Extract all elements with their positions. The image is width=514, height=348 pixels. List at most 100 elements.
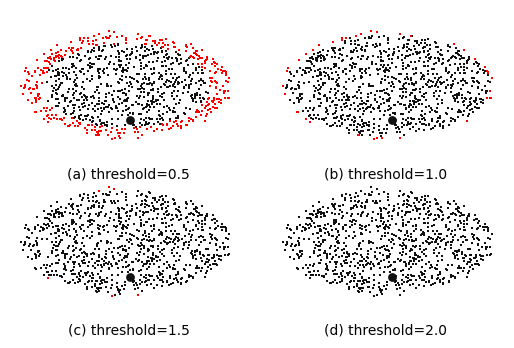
Point <box>153 258 161 264</box>
Point <box>316 223 324 229</box>
Point <box>97 209 105 215</box>
Point <box>162 234 171 240</box>
Point <box>357 128 365 134</box>
Point <box>154 86 162 92</box>
Point <box>114 223 122 229</box>
Point <box>58 274 66 279</box>
Point <box>169 239 177 245</box>
Point <box>384 248 393 254</box>
Point <box>420 271 429 277</box>
Point <box>435 250 444 255</box>
Point <box>171 200 179 206</box>
Point <box>331 206 339 212</box>
Point <box>189 96 197 102</box>
Point <box>43 79 51 85</box>
Point <box>359 278 367 283</box>
Point <box>345 130 354 135</box>
Point <box>400 201 408 207</box>
Point <box>398 243 406 248</box>
Point <box>162 193 170 198</box>
Point <box>357 204 365 209</box>
Point <box>80 86 88 92</box>
Point <box>164 46 172 52</box>
Point <box>320 93 328 99</box>
Point <box>310 248 318 254</box>
Point <box>324 65 333 70</box>
Point <box>179 242 188 247</box>
Point <box>423 81 431 87</box>
Point <box>320 69 328 75</box>
Point <box>332 61 340 66</box>
Point <box>346 49 355 55</box>
Point <box>164 213 172 218</box>
Point <box>182 71 190 76</box>
Point <box>405 121 413 127</box>
Point <box>454 256 462 261</box>
Point <box>334 238 342 244</box>
Point <box>385 209 393 215</box>
Point <box>425 240 433 246</box>
Point <box>101 213 109 219</box>
Point <box>409 281 417 286</box>
Point <box>438 97 446 102</box>
Point <box>88 272 97 278</box>
Point <box>384 107 392 113</box>
Point <box>363 43 371 48</box>
Point <box>206 225 214 231</box>
Point <box>78 101 86 107</box>
Point <box>198 68 206 73</box>
Point <box>120 91 128 96</box>
Point <box>141 45 150 50</box>
Point <box>22 65 30 71</box>
Point <box>325 74 333 80</box>
Point <box>199 253 208 259</box>
Point <box>413 195 421 200</box>
Point <box>331 120 339 126</box>
Point <box>144 255 152 260</box>
Point <box>286 86 295 92</box>
Point <box>128 121 137 127</box>
Point <box>454 48 463 53</box>
Point <box>181 111 189 117</box>
Point <box>473 220 482 226</box>
Point <box>468 84 476 89</box>
Point <box>295 99 303 104</box>
Point <box>184 63 192 68</box>
Point <box>92 211 100 217</box>
Point <box>123 254 131 260</box>
Point <box>102 261 110 266</box>
Point <box>396 129 404 134</box>
Point <box>198 64 206 70</box>
Point <box>133 94 141 99</box>
Point <box>471 261 479 267</box>
Point <box>427 55 435 60</box>
Point <box>115 133 123 139</box>
Point <box>406 238 414 243</box>
Point <box>48 248 56 254</box>
Point <box>462 237 470 243</box>
Point <box>134 292 142 298</box>
Point <box>394 201 402 207</box>
Point <box>412 243 420 249</box>
Point <box>79 118 87 123</box>
Point <box>324 229 332 235</box>
Point <box>129 268 137 273</box>
Point <box>309 213 317 218</box>
Point <box>457 243 465 248</box>
Point <box>406 101 414 107</box>
Point <box>39 71 47 76</box>
Point <box>484 228 492 234</box>
Point <box>84 112 93 118</box>
Point <box>72 72 80 78</box>
Point <box>119 70 127 75</box>
Point <box>70 252 78 258</box>
Point <box>460 204 468 209</box>
Point <box>302 70 310 75</box>
Point <box>380 269 389 275</box>
Point <box>158 76 166 82</box>
Point <box>357 56 365 62</box>
Point <box>54 209 63 215</box>
Point <box>381 206 390 212</box>
Point <box>193 263 201 269</box>
Point <box>53 42 61 48</box>
